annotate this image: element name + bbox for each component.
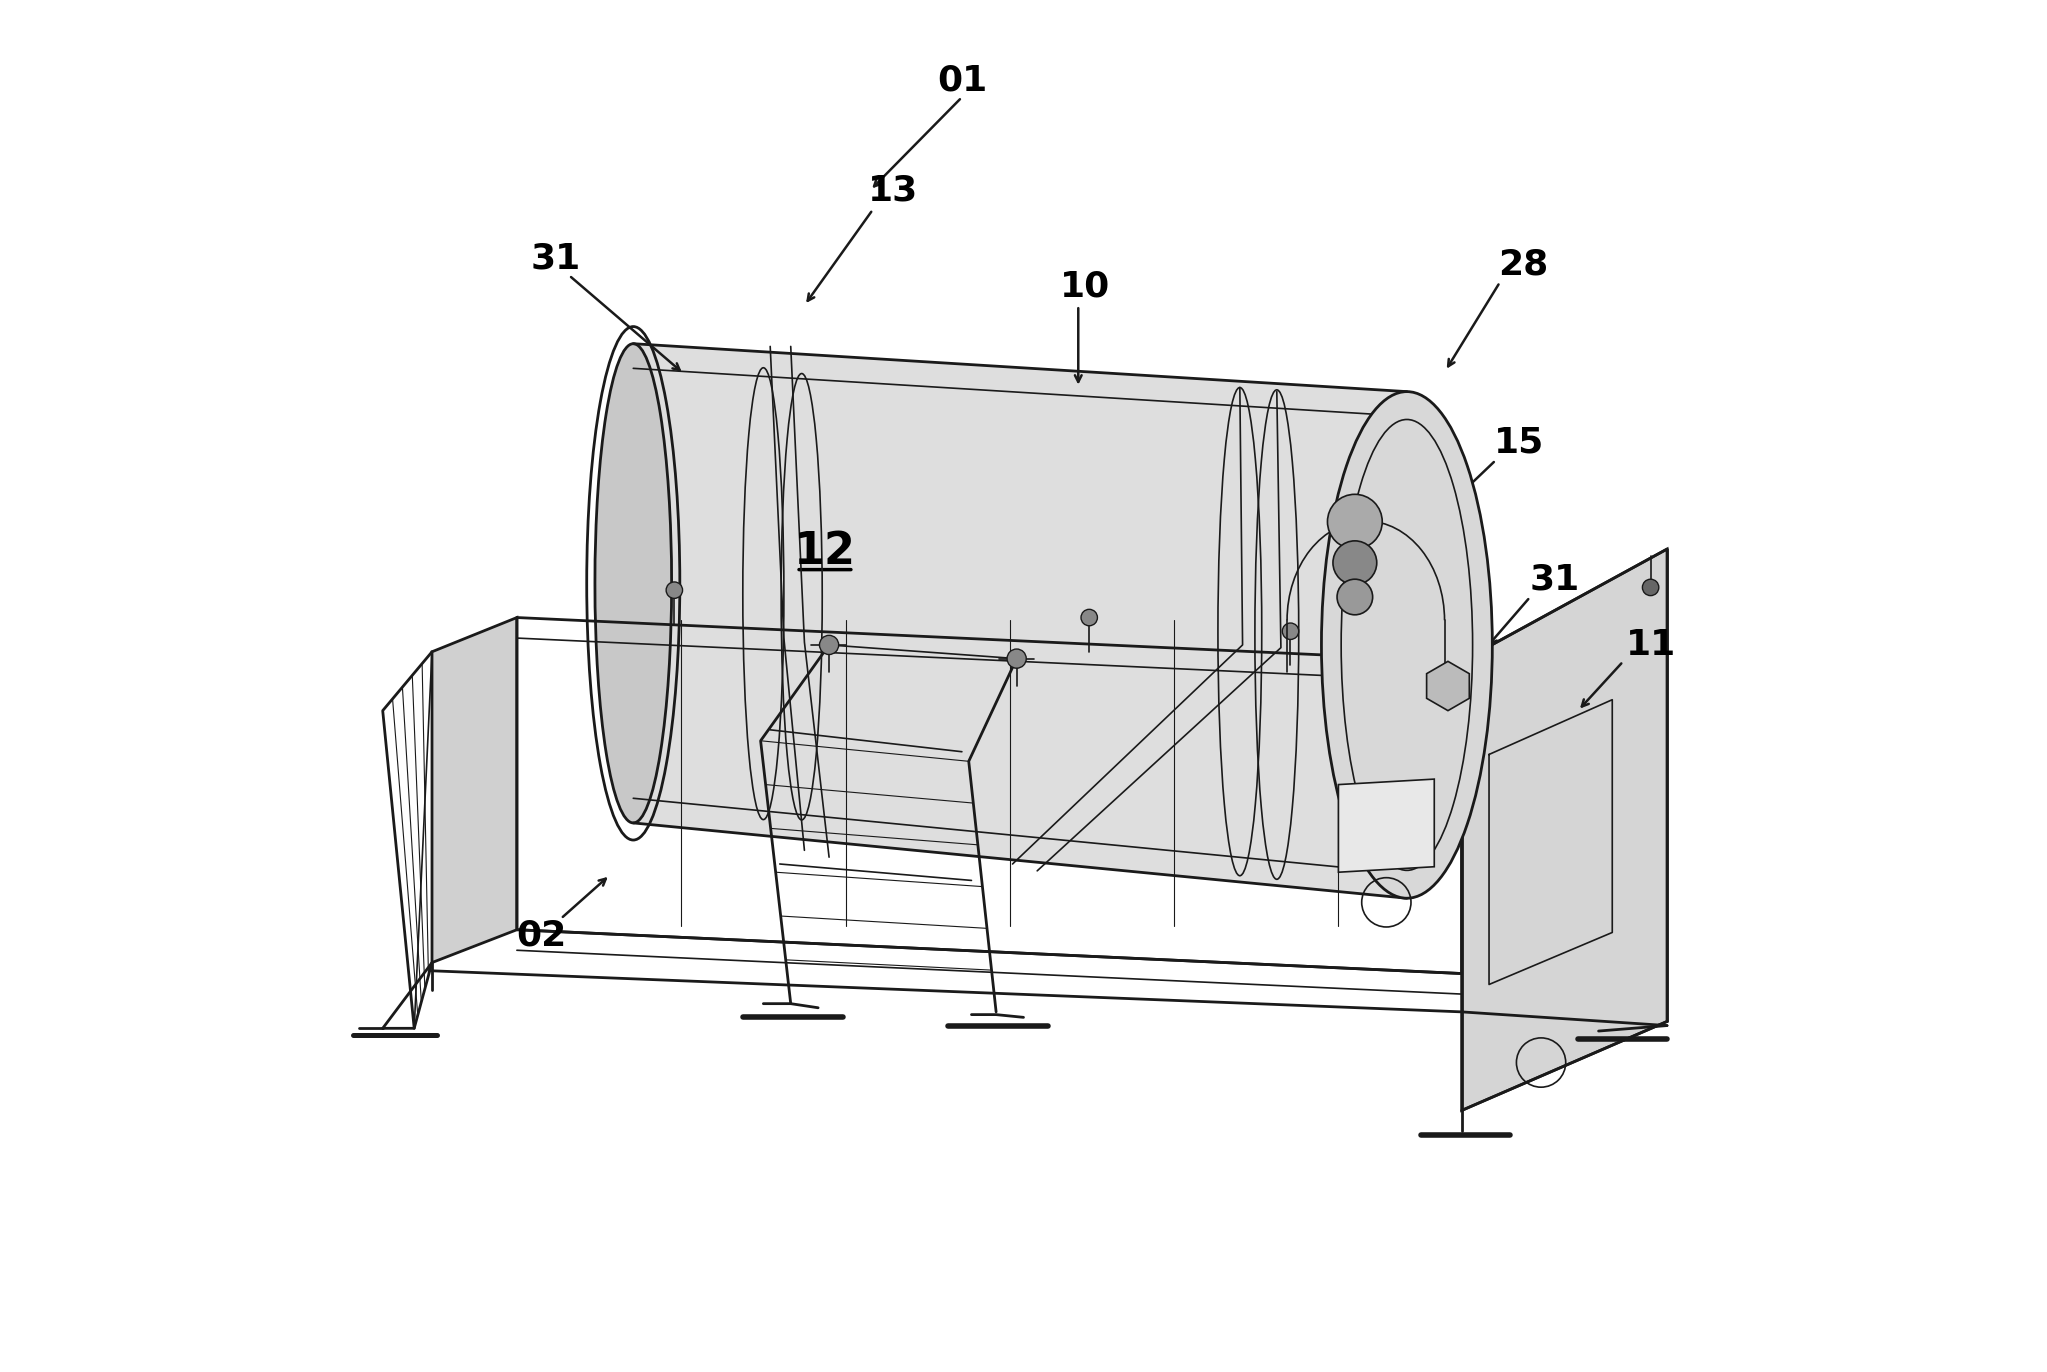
- Text: 13: 13: [868, 173, 919, 207]
- Circle shape: [819, 635, 839, 654]
- Polygon shape: [1339, 779, 1435, 873]
- Circle shape: [1337, 579, 1374, 615]
- Text: 31: 31: [1529, 563, 1580, 597]
- Text: 01: 01: [938, 64, 987, 97]
- Ellipse shape: [596, 344, 671, 823]
- Text: 15: 15: [1494, 425, 1543, 460]
- Circle shape: [1333, 541, 1378, 584]
- Circle shape: [1642, 579, 1658, 595]
- Text: 02: 02: [516, 918, 567, 952]
- Text: 10: 10: [1060, 269, 1109, 303]
- Text: 28: 28: [1498, 247, 1548, 281]
- Polygon shape: [633, 344, 1406, 899]
- Circle shape: [665, 582, 682, 598]
- Polygon shape: [432, 617, 518, 963]
- Polygon shape: [1462, 549, 1666, 1110]
- Circle shape: [1326, 494, 1382, 549]
- Circle shape: [1007, 649, 1026, 668]
- Circle shape: [1281, 623, 1298, 639]
- Text: 12: 12: [794, 531, 856, 573]
- Ellipse shape: [1322, 391, 1492, 899]
- Text: 11: 11: [1625, 628, 1676, 661]
- Text: 31: 31: [530, 241, 581, 276]
- Circle shape: [1081, 609, 1097, 626]
